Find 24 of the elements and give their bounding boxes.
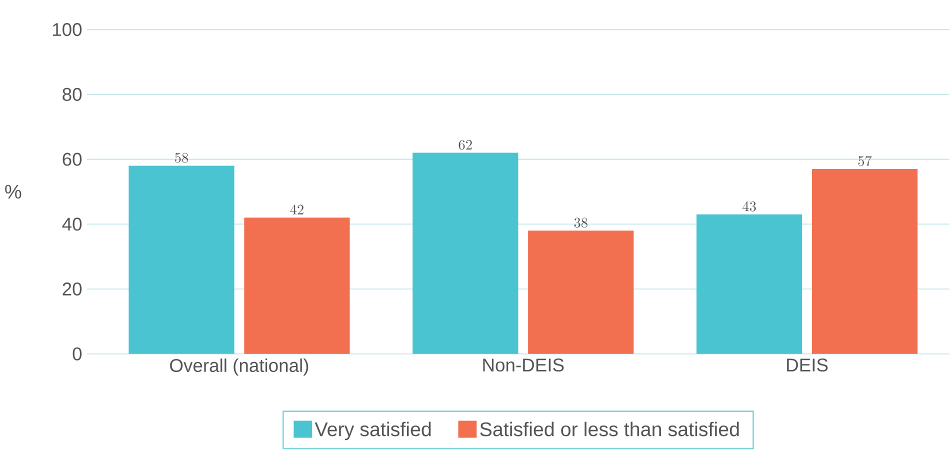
legend-label: Very satisfied — [314, 422, 431, 440]
data-label: 57 — [858, 156, 872, 166]
y-tick-label: 80 — [62, 88, 82, 101]
bar — [696, 214, 802, 354]
y-tick-label: 20 — [62, 282, 82, 296]
bar — [412, 152, 518, 354]
bar — [528, 230, 634, 354]
y-tick-label: 40 — [62, 217, 82, 230]
data-label: 38 — [574, 218, 588, 228]
data-label: 62 — [458, 140, 472, 150]
x-tick-label: DEIS — [787, 358, 828, 372]
data-label: 58 — [175, 152, 188, 163]
y-tick-label: 0 — [72, 347, 82, 360]
y-tick-label: 100 — [53, 22, 82, 36]
legend-label: Satisfied or less than satisfied — [480, 422, 739, 436]
data-label: 43 — [742, 201, 756, 212]
bar — [244, 217, 350, 354]
data-label: 42 — [290, 204, 304, 214]
x-tick-label: Non-DEIS — [483, 358, 564, 372]
bar — [128, 166, 234, 354]
bar — [812, 168, 918, 354]
x-tick-label: Overall (national) — [170, 358, 308, 376]
y-tick-label: 60 — [62, 152, 82, 166]
y-axis-title: % — [5, 184, 22, 198]
